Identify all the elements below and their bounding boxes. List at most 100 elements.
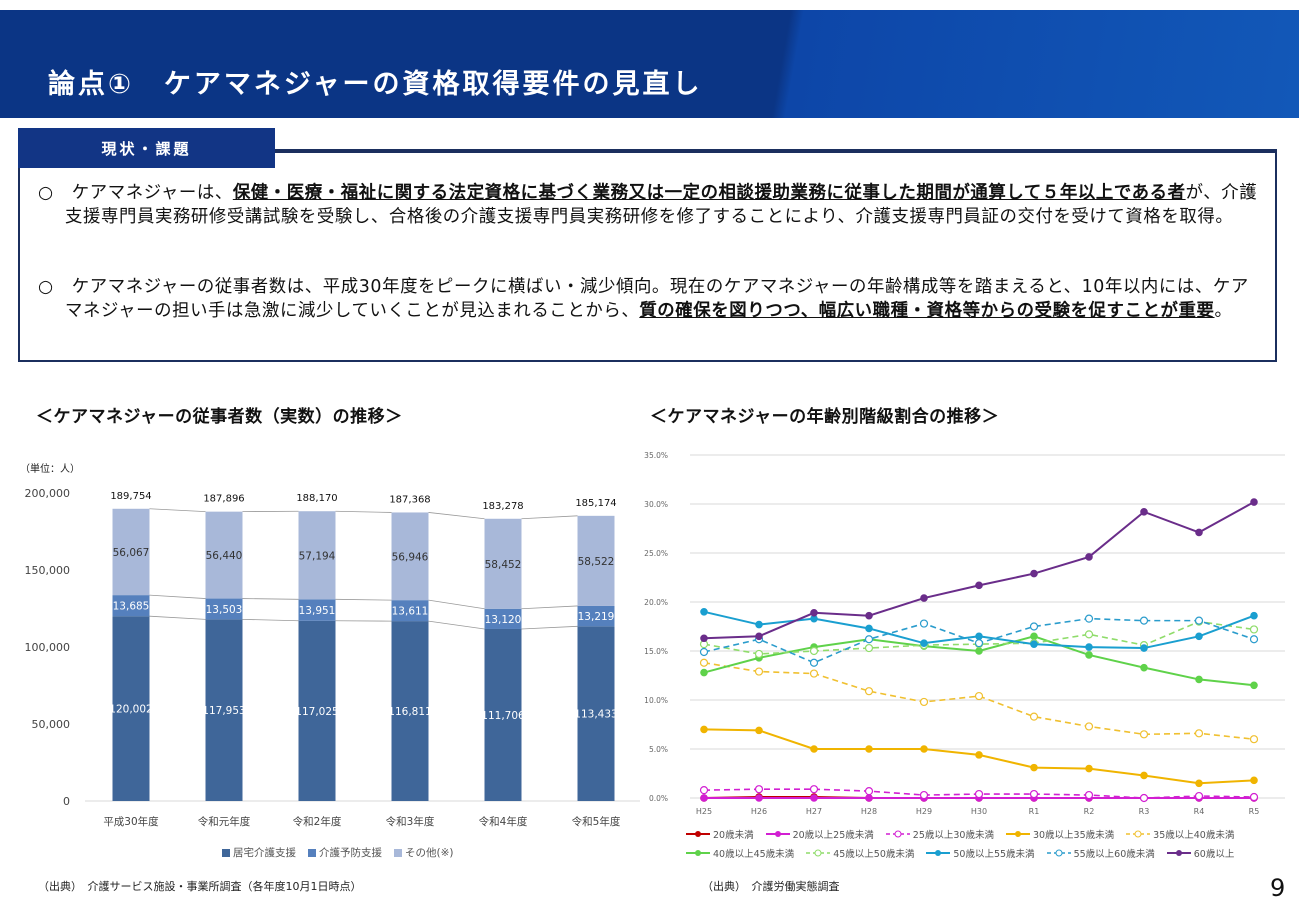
legend-label: 20歳以上25歳未満 <box>792 830 874 841</box>
data-point <box>919 790 929 800</box>
data-point <box>975 647 983 655</box>
data-point <box>1085 643 1093 651</box>
legend-swatch <box>222 848 230 857</box>
data-point <box>810 745 818 753</box>
right-source-note: （出典） 介護労働実態調査 <box>702 880 840 893</box>
bar-segment <box>205 511 243 599</box>
bar-segment <box>577 515 615 606</box>
legend-label: 55歳以上60歳未満 <box>1073 849 1155 860</box>
data-point <box>700 794 708 802</box>
paragraph-workforce: ○ ケアマネジャーの従事者数は、平成30年度をピークに横ばい・減少傾向。現在のケ… <box>38 275 1263 323</box>
legend-label: 居宅介護支援 <box>233 847 296 859</box>
data-point <box>1250 498 1258 506</box>
y-tick-label: 10.0% <box>644 696 668 705</box>
data-label: 58,522 <box>578 556 615 568</box>
data-point <box>700 608 708 616</box>
legend-marker-icon <box>885 830 910 838</box>
x-tick-label: H25 <box>696 807 712 816</box>
x-tick-label: R4 <box>1194 807 1205 816</box>
data-point <box>699 647 709 657</box>
legend-label: 介護予防支援 <box>319 847 382 859</box>
data-point <box>700 725 708 734</box>
series-line <box>703 620 1255 655</box>
bar-segment <box>112 595 150 617</box>
data-point <box>809 646 819 656</box>
legend-item: 40歳以上45歳未満 <box>686 846 794 860</box>
data-point <box>755 726 763 735</box>
data-point <box>1084 630 1094 639</box>
total-label: 185,174 <box>575 498 616 509</box>
emphasis-text: 質の確保を図りつつ、幅広い職種・資格等からの受験を促すことが重要 <box>639 301 1215 321</box>
data-point <box>865 745 873 753</box>
data-point <box>1140 508 1148 516</box>
y-tick-label: 25.0% <box>644 549 668 558</box>
x-tick-label: H29 <box>916 807 932 816</box>
data-label: 111,706 <box>481 710 525 722</box>
bar-segment <box>205 598 243 620</box>
data-label: 13,611 <box>392 606 429 618</box>
legend-marker-icon <box>806 849 831 857</box>
total-label: 188,170 <box>296 493 337 504</box>
x-tick-label: 令和4年度 <box>479 815 528 828</box>
connector-line <box>242 618 299 622</box>
data-point <box>1250 681 1258 690</box>
data-point <box>865 611 873 620</box>
data-point <box>1194 729 1204 738</box>
bar-segment <box>577 626 615 801</box>
legend-marker-icon <box>686 831 710 837</box>
data-point <box>1250 611 1258 620</box>
data-label: 13,503 <box>206 604 243 616</box>
data-point <box>1139 793 1149 803</box>
data-label: 120,002 <box>109 704 152 716</box>
data-label: 56,440 <box>206 550 243 562</box>
bar-segment <box>484 608 522 629</box>
data-point <box>700 634 708 643</box>
data-point <box>1085 553 1093 561</box>
data-point <box>975 581 983 590</box>
data-point <box>1249 635 1259 644</box>
connector-line <box>149 594 206 599</box>
x-tick-label: 令和3年度 <box>386 815 435 828</box>
data-point <box>1194 791 1204 801</box>
legend-marker-icon <box>926 850 951 856</box>
data-point <box>1029 622 1039 631</box>
legend-marker-icon <box>765 831 790 837</box>
x-tick-label: R1 <box>1029 807 1040 816</box>
data-point <box>920 639 928 647</box>
data-point <box>919 697 929 707</box>
legend-marker-icon <box>1126 830 1151 838</box>
data-point <box>865 794 873 802</box>
bar-segment <box>205 619 243 801</box>
connector-line <box>242 598 299 600</box>
data-point <box>865 624 873 633</box>
connector-line <box>335 598 392 601</box>
data-label: 57,194 <box>299 550 336 562</box>
x-tick-label: 平成30年度 <box>103 815 159 828</box>
legend-label: 30歳以上35歳未満 <box>1032 830 1115 841</box>
x-tick-label: R2 <box>1084 807 1095 816</box>
data-point <box>1030 640 1038 648</box>
data-label: 13,685 <box>113 601 150 613</box>
data-point <box>754 667 764 676</box>
connector-line <box>428 620 485 630</box>
legend-swatch <box>308 848 316 857</box>
data-point <box>975 632 983 641</box>
legend-item: 20歳以上25歳未満 <box>765 827 874 841</box>
bar-segment <box>391 600 429 622</box>
data-point <box>754 785 764 794</box>
title-banner: 論点① ケアマネジャーの資格取得要件の見直し <box>0 10 1299 118</box>
data-point <box>920 745 928 753</box>
connector-line <box>428 512 485 520</box>
text: ○ ケアマネジャーの従事者数は、平成30年度をピークに横ばい・減少傾向。現在のケ… <box>38 277 1249 321</box>
data-point <box>810 608 818 617</box>
y-tick-label: 150,000 <box>25 564 71 577</box>
data-point <box>1195 632 1203 641</box>
x-tick-label: H26 <box>751 807 767 816</box>
x-tick-label: R5 <box>1249 807 1260 816</box>
page-title: 論点① ケアマネジャーの資格取得要件の見直し <box>48 69 703 100</box>
data-point <box>1195 528 1203 537</box>
summary-box <box>18 149 1277 362</box>
legend-label: 20歳未満 <box>713 830 754 841</box>
data-label: 56,067 <box>113 547 150 559</box>
connector-line <box>521 515 578 520</box>
